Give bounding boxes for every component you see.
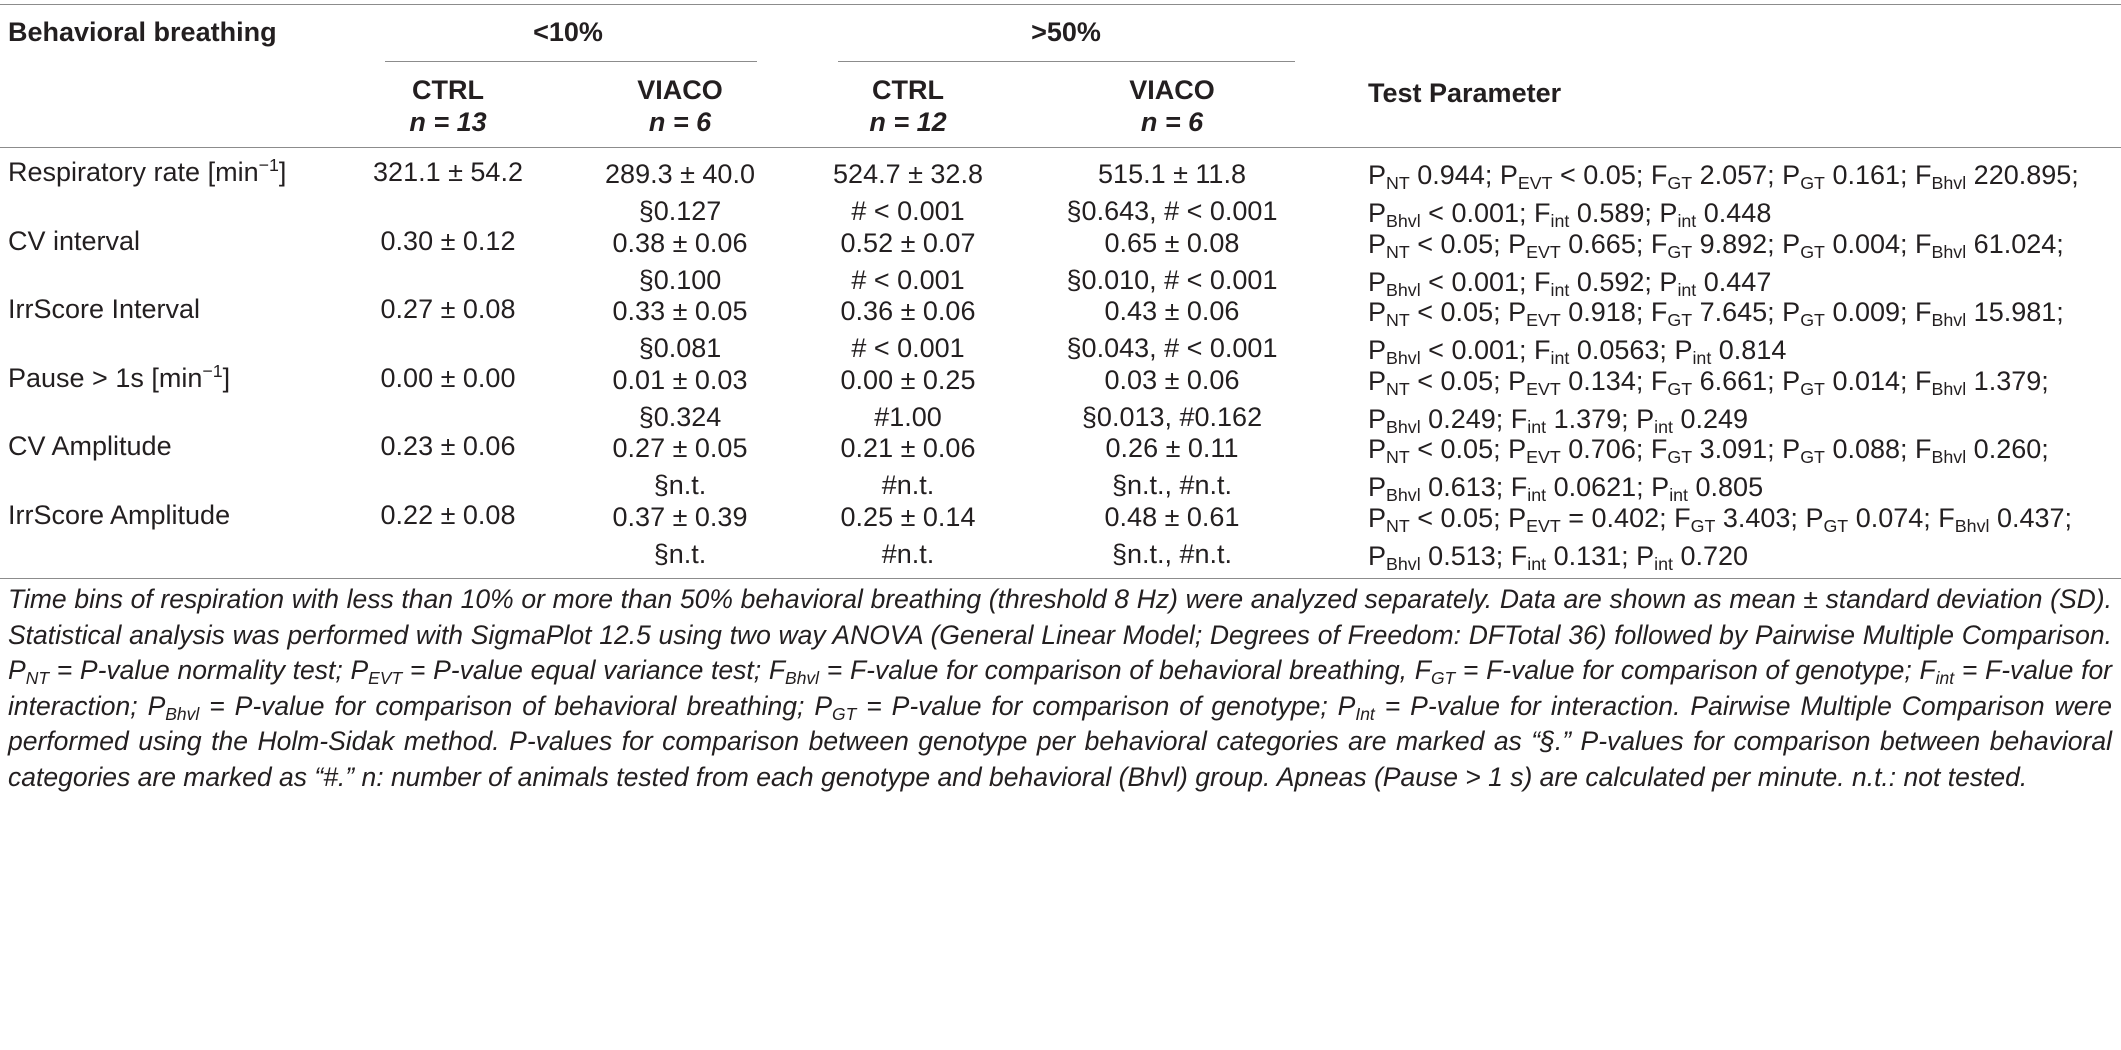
cell-high-ctrl: 0.21 ± 0.06 #n.t. bbox=[840, 433, 976, 500]
group-low-rule bbox=[385, 61, 757, 62]
cell-high-ctrl: 0.00 ± 0.25 #1.00 bbox=[840, 365, 976, 432]
col-header-test-parameter: Test Parameter bbox=[1368, 78, 1562, 108]
cell-low-ctrl: 0.22 ± 0.08 bbox=[380, 500, 516, 530]
cell-test-parameter: PNT < 0.05; PEVT 0.665; FGT 9.892; PGT 0… bbox=[1368, 229, 2064, 300]
row-label-header: Behavioral breathing bbox=[8, 17, 277, 47]
cell-test-parameter: PNT < 0.05; PEVT 0.918; FGT 7.645; PGT 0… bbox=[1368, 297, 2064, 368]
cell-low-viaco: 0.33 ± 0.05 §0.081 bbox=[612, 296, 748, 363]
row-label: CV Amplitude bbox=[8, 431, 172, 461]
header-bottom-rule bbox=[0, 147, 2121, 148]
table-bottom-rule bbox=[0, 578, 2121, 579]
group-header-low: <10% bbox=[533, 17, 603, 47]
col-header-high-ctrl: CTRL n = 12 bbox=[869, 75, 947, 137]
row-label: IrrScore Amplitude bbox=[8, 500, 231, 530]
cell-low-viaco: 0.37 ± 0.39 §n.t. bbox=[612, 502, 748, 569]
col-header-low-ctrl: CTRL n = 13 bbox=[409, 75, 487, 137]
group-high-rule bbox=[838, 61, 1295, 62]
cell-low-viaco: 0.38 ± 0.06 §0.100 bbox=[612, 228, 748, 295]
cell-low-viaco: 289.3 ± 40.0 §0.127 bbox=[605, 159, 755, 226]
cell-high-viaco: 515.1 ± 11.8 §0.643, # < 0.001 bbox=[1066, 159, 1278, 226]
cell-high-ctrl: 524.7 ± 32.8 # < 0.001 bbox=[833, 159, 983, 226]
cell-high-viaco: 0.65 ± 0.08 §0.010, # < 0.001 bbox=[1066, 228, 1278, 295]
col-header-high-viaco: VIACO n = 6 bbox=[1129, 75, 1215, 137]
cell-test-parameter: PNT < 0.05; PEVT 0.706; FGT 3.091; PGT 0… bbox=[1368, 434, 2049, 505]
cell-high-ctrl: 0.25 ± 0.14 #n.t. bbox=[840, 502, 976, 569]
cell-high-ctrl: 0.52 ± 0.07 # < 0.001 bbox=[840, 228, 976, 295]
row-label: Pause > 1s [min−1] bbox=[8, 361, 231, 393]
row-label: IrrScore Interval bbox=[8, 294, 201, 324]
cell-high-ctrl: 0.36 ± 0.06 # < 0.001 bbox=[840, 296, 976, 363]
cell-low-viaco: 0.01 ± 0.03 §0.324 bbox=[612, 365, 748, 432]
row-label: Respiratory rate [min−1] bbox=[8, 155, 287, 187]
cell-low-ctrl: 0.00 ± 0.00 bbox=[380, 363, 516, 393]
table-footnote: Time bins of respiration with less than … bbox=[8, 584, 2113, 792]
cell-test-parameter: PNT < 0.05; PEVT 0.134; FGT 6.661; PGT 0… bbox=[1368, 366, 2049, 437]
cell-low-ctrl: 0.23 ± 0.06 bbox=[380, 431, 516, 461]
row-label: CV interval bbox=[8, 226, 141, 256]
cell-test-parameter: PNT 0.944; PEVT < 0.05; FGT 2.057; PGT 0… bbox=[1368, 160, 2079, 231]
cell-low-viaco: 0.27 ± 0.05 §n.t. bbox=[612, 433, 748, 500]
cell-high-viaco: 0.03 ± 0.06 §0.013, #0.162 bbox=[1081, 365, 1263, 432]
table-top-rule bbox=[0, 4, 2121, 5]
cell-high-viaco: 0.26 ± 0.11 §n.t., #n.t. bbox=[1105, 433, 1239, 500]
cell-low-ctrl: 0.27 ± 0.08 bbox=[380, 294, 516, 324]
cell-test-parameter: PNT < 0.05; PEVT = 0.402; FGT 3.403; PGT… bbox=[1368, 503, 2073, 574]
cell-high-viaco: 0.48 ± 0.61 §n.t., #n.t. bbox=[1104, 502, 1240, 569]
cell-low-ctrl: 321.1 ± 54.2 bbox=[373, 157, 523, 187]
cell-low-ctrl: 0.30 ± 0.12 bbox=[380, 226, 516, 256]
group-header-high: >50% bbox=[1031, 17, 1101, 47]
col-header-low-viaco: VIACO n = 6 bbox=[637, 75, 723, 137]
cell-high-viaco: 0.43 ± 0.06 §0.043, # < 0.001 bbox=[1066, 296, 1278, 363]
